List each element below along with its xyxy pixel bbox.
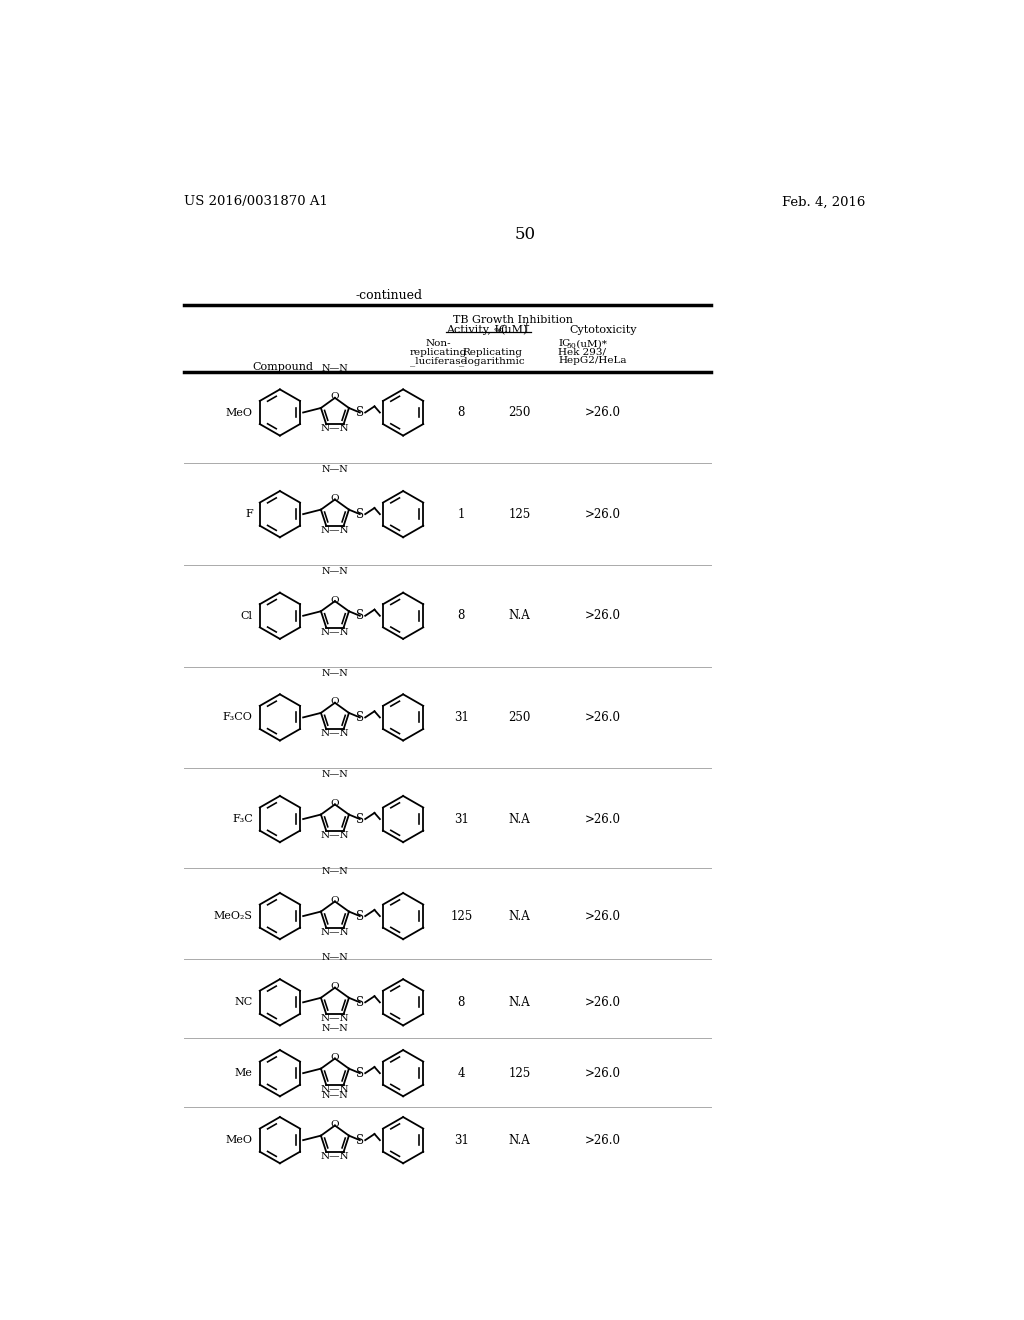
Text: N—N: N—N	[321, 1085, 349, 1094]
Text: S: S	[355, 1134, 364, 1147]
Text: Hek 293/: Hek 293/	[558, 348, 606, 356]
Text: MeO: MeO	[225, 1135, 253, 1146]
Text: (uM)*: (uM)*	[572, 339, 607, 348]
Text: 8: 8	[458, 407, 465, 418]
Text: Cl: Cl	[241, 611, 253, 620]
Text: Me: Me	[234, 1068, 253, 1078]
Text: Activity, IC: Activity, IC	[445, 325, 507, 335]
Text: N.A: N.A	[509, 909, 530, 923]
Text: >26.0: >26.0	[585, 909, 621, 923]
Text: F₃CO: F₃CO	[223, 713, 253, 722]
Text: O: O	[331, 982, 339, 991]
Text: US 2016/0031870 A1: US 2016/0031870 A1	[183, 195, 328, 209]
Text: NC: NC	[234, 998, 253, 1007]
Text: Compound: Compound	[253, 363, 313, 372]
Text: S: S	[355, 995, 364, 1008]
Text: >26.0: >26.0	[585, 407, 621, 418]
Text: replicating: replicating	[410, 348, 467, 356]
Text: F: F	[245, 510, 253, 519]
Text: 125: 125	[508, 508, 530, 520]
Text: 31: 31	[454, 711, 469, 723]
Text: Replicating: Replicating	[462, 348, 522, 356]
Text: N—N: N—N	[322, 1024, 348, 1034]
Text: MeO: MeO	[225, 408, 253, 417]
Text: Non-: Non-	[425, 339, 451, 348]
Text: N—N: N—N	[322, 770, 348, 779]
Text: Feb. 4, 2016: Feb. 4, 2016	[782, 195, 866, 209]
Text: N.A: N.A	[509, 813, 530, 825]
Text: N—N: N—N	[322, 566, 348, 576]
Text: N—N: N—N	[322, 1092, 348, 1101]
Text: >26.0: >26.0	[585, 610, 621, 622]
Text: O: O	[331, 1053, 339, 1063]
Text: >26.0: >26.0	[585, 508, 621, 520]
Text: >26.0: >26.0	[585, 1134, 621, 1147]
Text: TB Growth Inhibition: TB Growth Inhibition	[454, 314, 573, 325]
Text: 31: 31	[454, 813, 469, 825]
Text: N—N: N—N	[321, 1014, 349, 1023]
Text: N—N: N—N	[321, 627, 349, 636]
Text: S: S	[355, 1067, 364, 1080]
Text: _logarithmic: _logarithmic	[460, 356, 525, 366]
Text: O: O	[331, 392, 339, 401]
Text: -continued: -continued	[355, 289, 423, 302]
Text: 50: 50	[514, 226, 536, 243]
Text: O: O	[331, 494, 339, 503]
Text: (uM): (uM)	[500, 325, 527, 335]
Text: 250: 250	[508, 407, 530, 418]
Text: 90: 90	[494, 327, 505, 335]
Text: >26.0: >26.0	[585, 813, 621, 825]
Text: N.A: N.A	[509, 995, 530, 1008]
Text: N—N: N—N	[322, 465, 348, 474]
Text: N—N: N—N	[321, 928, 349, 937]
Text: N.A: N.A	[509, 1134, 530, 1147]
Text: 1: 1	[458, 508, 465, 520]
Text: N.A: N.A	[509, 610, 530, 622]
Text: S: S	[355, 407, 364, 418]
Text: †: †	[523, 323, 528, 333]
Text: N—N: N—N	[322, 867, 348, 876]
Text: 50: 50	[566, 342, 577, 350]
Text: N—N: N—N	[322, 363, 348, 372]
Text: N—N: N—N	[322, 953, 348, 962]
Text: O: O	[331, 1121, 339, 1129]
Text: N—N: N—N	[321, 1152, 349, 1162]
Text: 8: 8	[458, 610, 465, 622]
Text: N—N: N—N	[321, 424, 349, 433]
Text: O: O	[331, 697, 339, 706]
Text: N—N: N—N	[321, 830, 349, 840]
Text: N—N: N—N	[321, 729, 349, 738]
Text: O: O	[331, 799, 339, 808]
Text: S: S	[355, 813, 364, 825]
Text: S: S	[355, 610, 364, 622]
Text: F₃C: F₃C	[232, 814, 253, 824]
Text: 125: 125	[451, 909, 472, 923]
Text: >26.0: >26.0	[585, 711, 621, 723]
Text: S: S	[355, 711, 364, 723]
Text: _luciferase: _luciferase	[410, 356, 466, 366]
Text: S: S	[355, 508, 364, 520]
Text: 125: 125	[508, 1067, 530, 1080]
Text: MeO₂S: MeO₂S	[214, 911, 253, 921]
Text: N—N: N—N	[322, 668, 348, 677]
Text: Cytotoxicity: Cytotoxicity	[569, 325, 637, 335]
Text: S: S	[355, 909, 364, 923]
Text: N—N: N—N	[321, 525, 349, 535]
Text: >26.0: >26.0	[585, 995, 621, 1008]
Text: 31: 31	[454, 1134, 469, 1147]
Text: >26.0: >26.0	[585, 1067, 621, 1080]
Text: O: O	[331, 595, 339, 605]
Text: IC: IC	[558, 339, 570, 348]
Text: 8: 8	[458, 995, 465, 1008]
Text: 250: 250	[508, 711, 530, 723]
Text: 4: 4	[458, 1067, 465, 1080]
Text: O: O	[331, 896, 339, 906]
Text: HepG2/HeLa: HepG2/HeLa	[558, 356, 627, 366]
